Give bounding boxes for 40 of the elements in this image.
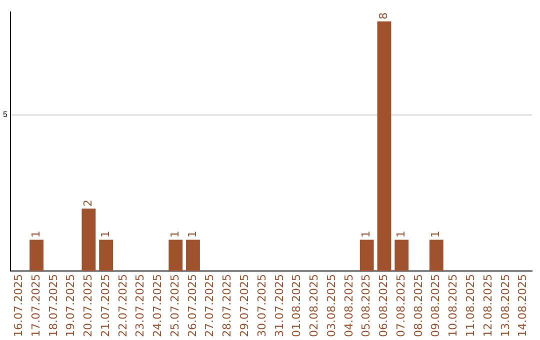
x-tick-label: 19.07.2025 [64,274,78,338]
x-tick-label: 13.08.2025 [498,274,512,338]
data-label: 1 [394,230,408,238]
x-tick-label: 28.07.2025 [220,274,234,338]
x-tick-label: 20.07.2025 [82,274,95,338]
x-tick-label: 02.08.2025 [308,274,321,338]
x-tick-label: 26.07.2025 [186,274,199,338]
data-label: 1 [98,230,112,238]
x-tick-label: 16.07.2025 [12,274,25,338]
data-label: 1 [186,230,199,238]
y-tick-label: 5 [2,110,8,120]
x-tick-label: 18.07.2025 [46,274,60,338]
x-tick-label: 12.08.2025 [481,274,494,338]
x-tick-label: 25.07.2025 [168,274,182,338]
data-label: 2 [82,200,95,207]
data-label: 1 [360,230,373,238]
data-label: 8 [377,12,390,20]
x-tick-label: 08.08.2025 [412,274,425,338]
x-tick-label: 06.08.2025 [377,274,390,338]
x-tick-label: 07.08.2025 [394,274,408,338]
x-tick-label: 23.07.2025 [134,274,147,338]
x-tick-label: 29.07.2025 [238,274,252,338]
x-tick-label: 31.07.2025 [272,274,286,338]
data-label: 1 [168,230,182,238]
data-label: 1 [29,230,42,238]
x-tick-label: 09.08.2025 [429,274,442,338]
x-tick-label: 01.08.2025 [290,274,304,338]
x-tick-label: 21.07.2025 [98,274,112,338]
data-label: 1 [429,230,442,238]
x-tick-label: 22.07.2025 [116,274,130,338]
x-tick-label: 30.07.2025 [255,274,268,338]
x-tick-label: 10.08.2025 [446,274,460,338]
x-tick-label: 05.08.2025 [360,274,373,338]
x-tick-label: 04.08.2025 [342,274,356,338]
x-tick-label: 17.07.2025 [29,274,42,338]
x-tick-label: 03.08.2025 [324,274,338,338]
x-tick-label: 11.08.2025 [464,274,478,338]
x-tick-label: 14.08.2025 [516,274,530,338]
x-tick-label: 27.07.2025 [203,274,216,338]
x-tick-label: 24.07.2025 [151,274,164,338]
